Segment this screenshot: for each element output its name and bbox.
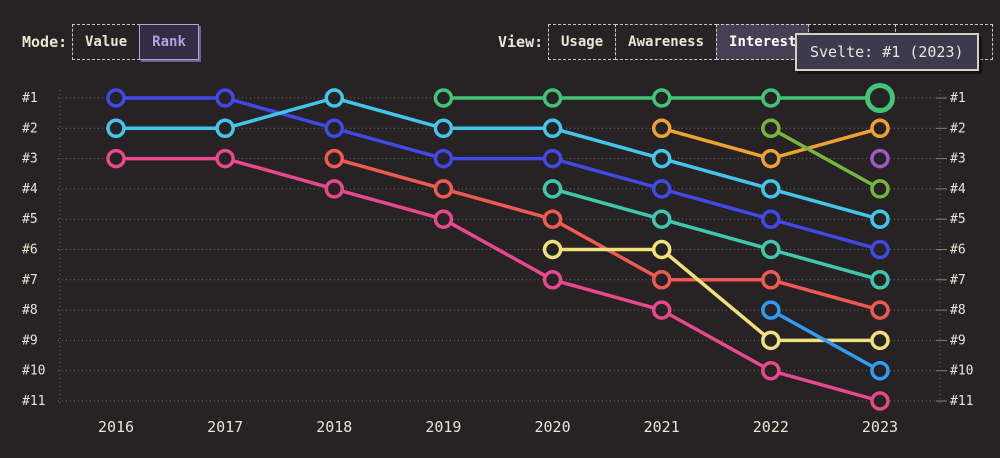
data-point-blue-2021[interactable] bbox=[651, 179, 672, 199]
x-axis-label-2019: 2019 bbox=[425, 418, 461, 436]
view-label-text: View: bbox=[498, 33, 544, 51]
data-point-cyan-2021[interactable] bbox=[651, 148, 672, 169]
y-axis-label-left-11: #11 bbox=[22, 394, 45, 409]
series-line-cyan bbox=[114, 96, 882, 221]
data-point-olive-2022[interactable] bbox=[761, 118, 781, 139]
mode-toggle-group: Value Rank bbox=[72, 24, 199, 60]
data-point-yellow-2022[interactable] bbox=[761, 330, 781, 351]
y-axis-label-left-6: #6 bbox=[22, 243, 38, 258]
y-axis-label-right-8: #8 bbox=[950, 303, 966, 318]
data-point-blue-2020[interactable] bbox=[542, 148, 563, 169]
data-point-sky-2022[interactable] bbox=[761, 300, 781, 320]
data-point-blue-2018[interactable] bbox=[324, 118, 345, 139]
view-toggle-group: Usage Awareness Interest ty bbox=[548, 24, 994, 60]
y-axis-label-right-5: #5 bbox=[950, 212, 966, 227]
data-point-pink-2023[interactable] bbox=[870, 391, 890, 411]
y-axis-label-left-9: #9 bbox=[22, 333, 38, 348]
y-axis-label-left-3: #3 bbox=[22, 152, 38, 167]
data-point-svelte-green-2019[interactable] bbox=[433, 88, 454, 108]
data-point-cyan-2018[interactable] bbox=[324, 88, 345, 108]
data-point-teal-2021[interactable] bbox=[651, 209, 672, 229]
y-axis-label-right-1: #1 bbox=[950, 91, 966, 106]
series-line-sky bbox=[769, 308, 882, 373]
data-point-yellow-2021[interactable] bbox=[651, 239, 672, 260]
data-point-cyan-2017[interactable] bbox=[215, 118, 235, 139]
data-point-blue-2023[interactable] bbox=[870, 239, 890, 260]
data-point-cyan-2020[interactable] bbox=[542, 118, 563, 139]
y-axis-label-left-10: #10 bbox=[22, 364, 45, 379]
series-line-teal bbox=[550, 187, 882, 282]
data-point-cyan-2023[interactable] bbox=[870, 209, 890, 229]
data-point-yellow-2020[interactable] bbox=[542, 239, 563, 260]
x-axis-label-2020: 2020 bbox=[534, 418, 570, 436]
y-axis-label-right-3: #3 bbox=[950, 152, 966, 167]
data-point-pink-2019[interactable] bbox=[433, 209, 454, 229]
data-point-salmon-2019[interactable] bbox=[433, 179, 454, 199]
y-axis-label-left-8: #8 bbox=[22, 303, 38, 318]
data-point-orange-2023[interactable] bbox=[870, 118, 890, 139]
y-axis-label-right-7: #7 bbox=[950, 273, 966, 288]
data-point-salmon-2023[interactable] bbox=[870, 300, 890, 320]
data-point-pink-2016[interactable] bbox=[106, 148, 126, 169]
mode-label-text: Mode: bbox=[22, 33, 68, 51]
y-axis-label-left-1: #1 bbox=[22, 91, 38, 106]
data-point-salmon-2021[interactable] bbox=[651, 270, 672, 290]
series-line-pink bbox=[114, 156, 882, 403]
data-point-pink-2017[interactable] bbox=[215, 148, 235, 169]
x-axis-label-2018: 2018 bbox=[316, 418, 352, 436]
y-axis-label-right-10: #10 bbox=[950, 364, 973, 379]
data-point-orange-2022[interactable] bbox=[761, 148, 781, 169]
y-axis-label-right-2: #2 bbox=[950, 121, 966, 136]
data-point-svelte-green-2023[interactable] bbox=[864, 83, 895, 113]
data-point-orange-2021[interactable] bbox=[651, 118, 672, 139]
data-point-salmon-2018[interactable] bbox=[324, 148, 345, 169]
mode-label: Mode: bbox=[22, 33, 67, 51]
data-point-yellow-2023[interactable] bbox=[870, 330, 890, 351]
y-axis-label-left-2: #2 bbox=[22, 121, 38, 136]
data-point-svelte-green-2022[interactable] bbox=[761, 88, 781, 108]
data-point-pink-2021[interactable] bbox=[651, 300, 672, 320]
series-line-olive bbox=[769, 126, 882, 191]
data-point-purple-2023[interactable] bbox=[870, 148, 890, 169]
y-axis-label-right-11: #11 bbox=[950, 394, 973, 409]
data-point-salmon-2022[interactable] bbox=[761, 270, 781, 290]
data-point-svelte-green-2021[interactable] bbox=[651, 88, 672, 108]
data-point-cyan-2022[interactable] bbox=[761, 179, 781, 199]
data-point-blue-2019[interactable] bbox=[433, 148, 454, 169]
y-axis-label-left-5: #5 bbox=[22, 212, 38, 227]
x-axis-label-2023: 2023 bbox=[862, 418, 898, 436]
y-axis-label-left-7: #7 bbox=[22, 273, 38, 288]
view-label: View: bbox=[498, 33, 543, 51]
data-point-blue-2016[interactable] bbox=[106, 88, 126, 108]
data-point-blue-2022[interactable] bbox=[761, 209, 781, 229]
series-line-salmon bbox=[332, 156, 882, 312]
y-axis-label-right-9: #9 bbox=[950, 333, 966, 348]
x-axis-label-2021: 2021 bbox=[644, 418, 680, 436]
data-point-pink-2022[interactable] bbox=[761, 360, 781, 381]
data-point-blue-2017[interactable] bbox=[215, 88, 235, 108]
data-point-teal-2022[interactable] bbox=[761, 239, 781, 260]
series-line-blue bbox=[114, 96, 882, 252]
data-point-pink-2020[interactable] bbox=[542, 270, 563, 290]
y-axis-label-right-6: #6 bbox=[950, 243, 966, 258]
data-point-cyan-2016[interactable] bbox=[106, 118, 126, 139]
data-point-pink-2018[interactable] bbox=[324, 179, 345, 199]
data-point-salmon-2020[interactable] bbox=[542, 209, 563, 229]
x-axis-label-2022: 2022 bbox=[753, 418, 789, 436]
mode-option-rank[interactable]: Rank bbox=[139, 24, 199, 60]
data-point-cyan-2019[interactable] bbox=[433, 118, 454, 139]
data-point-teal-2020[interactable] bbox=[542, 179, 563, 199]
data-point-sky-2023[interactable] bbox=[870, 360, 890, 381]
x-axis-label-2016: 2016 bbox=[98, 418, 134, 436]
data-point-teal-2023[interactable] bbox=[870, 270, 890, 290]
x-axis-label-2017: 2017 bbox=[207, 418, 243, 436]
data-point-svelte-green-2020[interactable] bbox=[542, 88, 563, 108]
chart-tooltip: Svelte: #1 (2023) bbox=[795, 33, 979, 71]
y-axis-label-left-4: #4 bbox=[22, 182, 38, 197]
data-point-olive-2023[interactable] bbox=[870, 179, 890, 199]
y-axis-label-right-4: #4 bbox=[950, 182, 966, 197]
